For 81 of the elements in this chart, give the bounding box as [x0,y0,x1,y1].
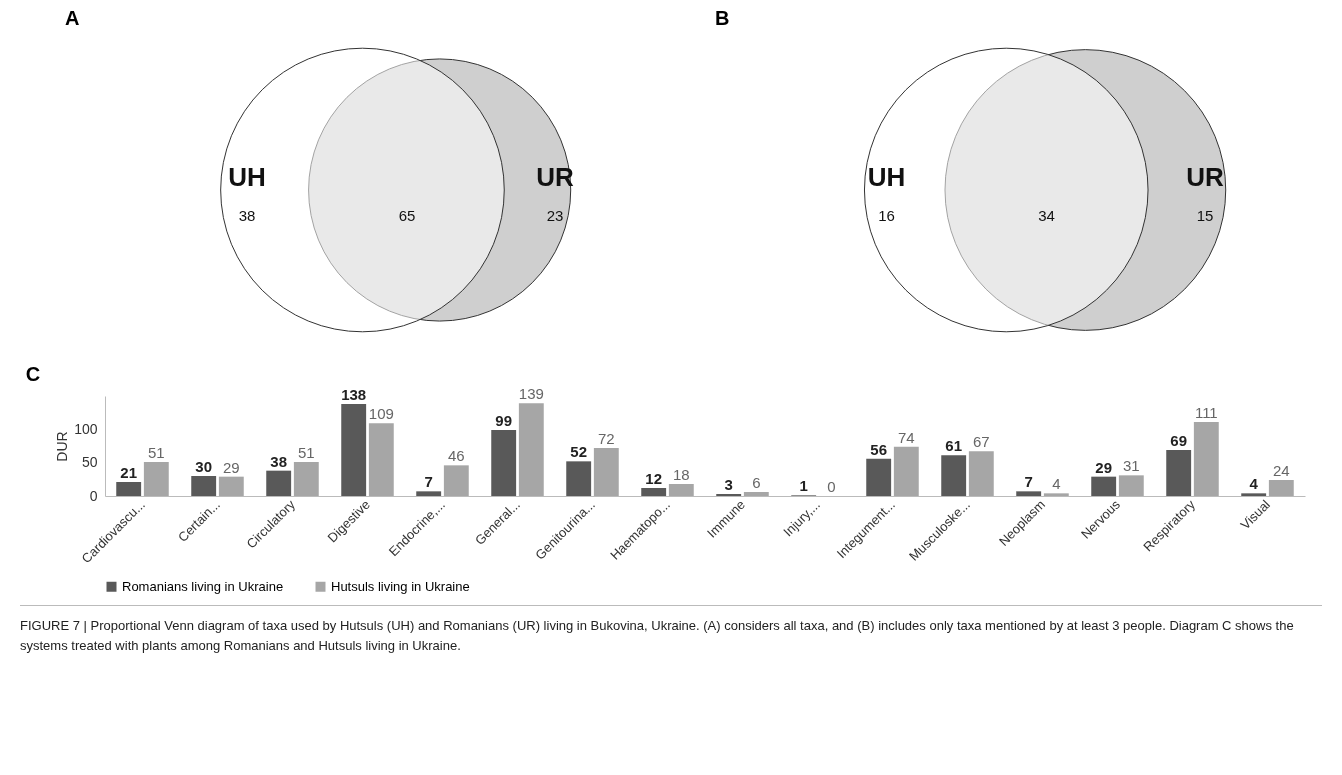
data-label: 30 [195,458,213,475]
bar [1043,493,1069,496]
bar [116,482,142,496]
data-label: 23 [546,207,564,224]
bar [1091,476,1117,496]
data-label: 109 [368,405,394,423]
data-label: 52 [570,443,588,461]
bar [1268,480,1294,496]
bar [1166,450,1192,496]
bar [668,484,694,496]
data-label: 51 [297,444,315,461]
data-label: 138 [341,386,367,403]
data-label: 38 [270,452,288,470]
bar [416,491,442,496]
data-label: 139 [518,385,544,403]
data-label: 67 [972,433,990,451]
data-label: 0 [827,478,836,495]
text: B [715,7,730,29]
bar [191,476,217,496]
bar [491,430,517,496]
data-label: 3 [724,476,733,493]
bar [893,446,919,496]
bar [641,488,667,496]
bar [518,403,544,496]
bar [143,462,169,496]
data-label: 72 [597,430,615,447]
data-label: 6 [752,474,761,491]
data-label: 21 [120,464,138,481]
data-label: 56 [870,440,888,458]
y-tick-label: 50 [81,454,98,471]
data-label: 24 [1272,462,1290,479]
data-label: 7 [424,473,433,491]
data-label: 16 [878,207,895,224]
data-label: 46 [447,447,465,465]
bar [1193,422,1219,496]
bar [443,465,469,496]
data-label: 111 [1194,404,1218,421]
legend-label: Hutsuls living in Ukraine [331,578,470,594]
data-label: 29 [222,458,240,476]
bar [218,476,244,496]
y-axis-title: DUR [54,431,71,462]
data-label: 34 [1038,207,1055,224]
data-label: 51 [147,444,165,461]
bar [341,404,367,496]
data-label: 61 [945,437,963,455]
bar [368,423,394,496]
bar [866,458,892,496]
bar [593,448,619,496]
chart-title: C [25,363,41,386]
data-label: 69 [1170,432,1188,449]
caption: FIGURE 7 | Proportional Venn diagram of taxa used by Hutsuls (UH) and Romanians (UR) living in Bukovina, Ukraine. (A) considers all taxa, and (B) includes only taxa mentioned by at least 3 people. Diagram C shows the systems treated with plants among Romanians and Hutsuls living in Ukraine. [20,605,1322,655]
category-label: UH [867,162,906,192]
bar [293,462,319,496]
data-label: 38 [238,207,256,224]
data-label: 4 [1249,475,1259,493]
data-label: 4 [1052,475,1061,493]
bar [1118,475,1144,496]
bar [1241,493,1267,496]
data-label: 12 [645,470,663,487]
data-label: 18 [672,466,690,483]
category-label: UR [1186,162,1224,192]
bar [743,492,769,496]
data-label: 15 [1196,207,1214,224]
y-tick-label: 0 [89,487,98,504]
data-label: 29 [1095,458,1113,476]
data-label: 74 [897,428,915,446]
category-label: UR [536,162,574,192]
bar [266,470,292,496]
category-label: UH [228,162,266,192]
data-label: 65 [398,207,416,224]
bar [1016,491,1042,496]
legend-label: Romanians living in Ukraine [122,578,284,594]
data-label: 31 [1122,457,1140,475]
data-label: 1 [799,477,808,495]
bar [566,461,592,496]
data-label: 99 [495,412,513,429]
bar [941,455,967,496]
y-tick-label: 100 [74,420,98,437]
bar [968,451,994,496]
text: A [65,7,80,29]
data-label: 7 [1024,473,1033,491]
